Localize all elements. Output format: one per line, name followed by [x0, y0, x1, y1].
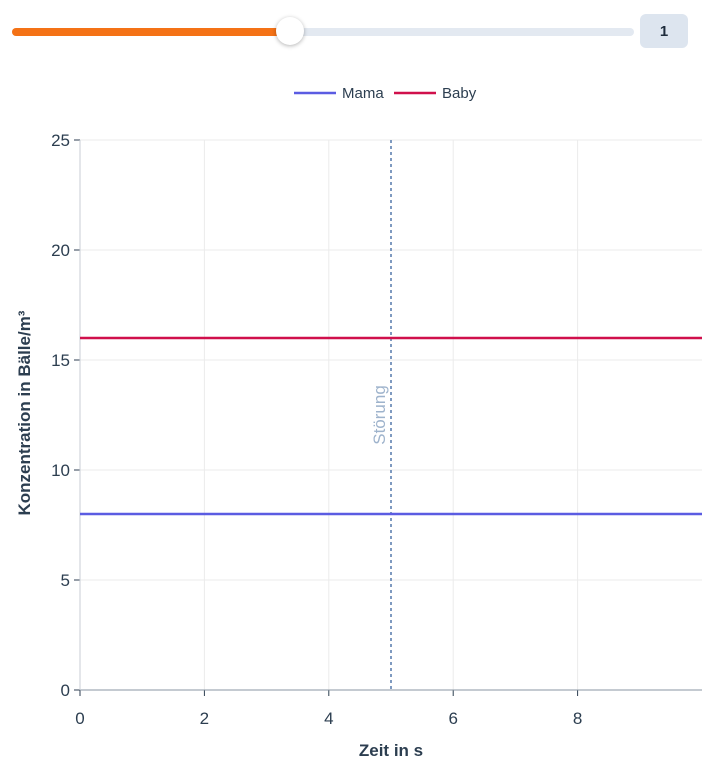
y-tick-label: 0	[61, 681, 70, 700]
x-tick-label: 6	[448, 709, 457, 728]
slider-track[interactable]	[12, 28, 634, 36]
y-tick-label: 15	[51, 351, 70, 370]
y-tick-label: 20	[51, 241, 70, 260]
disturbance-label: Störung	[370, 385, 389, 445]
y-tick-label: 10	[51, 461, 70, 480]
slider-value-display: 1	[640, 14, 688, 48]
x-axis-title: Zeit in s	[359, 741, 423, 760]
x-tick-label: 4	[324, 709, 333, 728]
legend-label-mama: Mama	[342, 85, 384, 102]
y-tick-label: 5	[61, 571, 70, 590]
slider-thumb[interactable]	[276, 17, 305, 45]
legend[interactable]: Mama Baby	[294, 85, 477, 102]
x-tick-label: 0	[75, 709, 84, 728]
slider-fill	[12, 28, 291, 36]
y-axis-title: Konzentration in Bälle/m³	[15, 310, 34, 515]
y-tick-label: 25	[51, 131, 70, 150]
x-tick-label: 8	[573, 709, 582, 728]
annotations: Störung	[370, 140, 392, 690]
x-tick-label: 2	[200, 709, 209, 728]
axes: 0 2 4 6 8 0 5 10 15 20 25	[51, 131, 702, 728]
grid	[80, 139, 702, 690]
series-lines	[80, 336, 702, 516]
legend-label-baby: Baby	[442, 85, 477, 102]
time-slider[interactable]	[12, 17, 634, 45]
